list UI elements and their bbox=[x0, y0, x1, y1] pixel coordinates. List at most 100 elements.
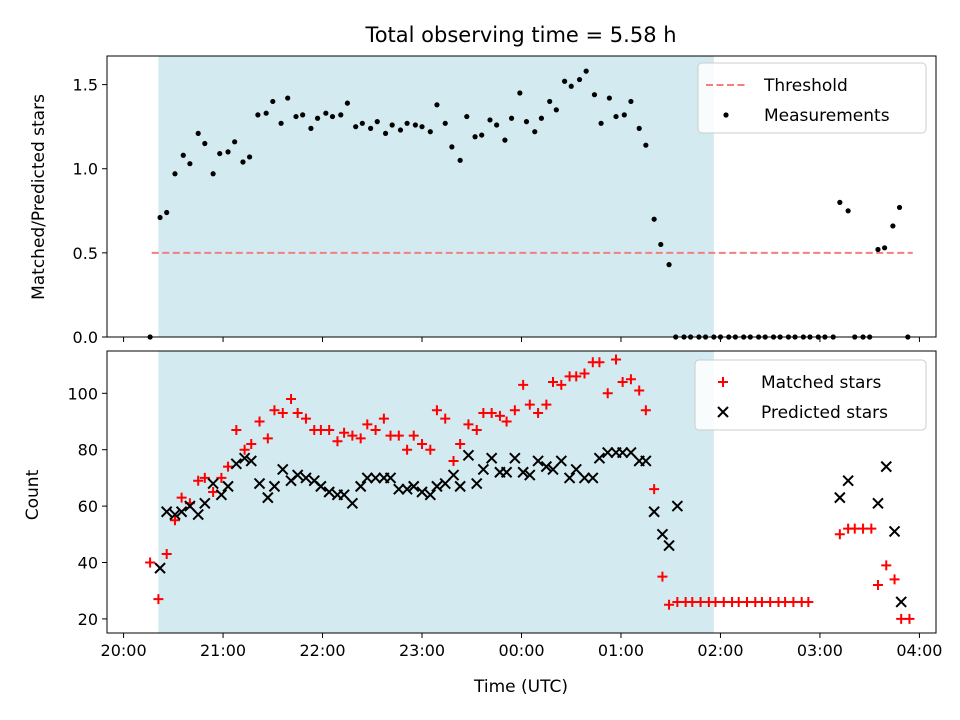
data-point bbox=[477, 463, 490, 476]
data-point bbox=[571, 371, 582, 382]
data-point bbox=[431, 405, 442, 416]
data-point bbox=[671, 500, 684, 512]
data-point bbox=[157, 214, 163, 221]
data-point bbox=[533, 408, 544, 419]
data-point bbox=[217, 150, 223, 157]
data-point bbox=[293, 113, 299, 120]
data-point bbox=[208, 487, 219, 497]
data-point bbox=[501, 416, 512, 427]
data-point bbox=[842, 475, 854, 487]
x-tick-label: 20:00 bbox=[101, 641, 147, 660]
legend-box bbox=[697, 62, 927, 134]
data-point bbox=[547, 463, 559, 476]
data-point bbox=[649, 484, 660, 495]
x-tick-label: 23:00 bbox=[399, 641, 445, 660]
legend-box bbox=[694, 359, 927, 431]
y-tick-label: 0.0 bbox=[73, 328, 98, 347]
count-y-axis-label: Count bbox=[23, 469, 43, 520]
data-point bbox=[253, 477, 266, 490]
y-tick-label: 60 bbox=[78, 497, 98, 516]
data-point bbox=[439, 477, 451, 490]
data-point bbox=[389, 122, 395, 128]
data-point bbox=[240, 159, 246, 165]
data-point bbox=[651, 216, 657, 222]
data-point bbox=[338, 112, 344, 118]
y-tick-label: 1.5 bbox=[73, 76, 98, 95]
data-point bbox=[332, 436, 343, 447]
data-point bbox=[613, 113, 619, 120]
chart-title: Total observing time = 5.58 h bbox=[364, 23, 676, 47]
x-tick-label: 22:00 bbox=[299, 641, 345, 660]
data-point bbox=[263, 110, 269, 116]
data-point bbox=[568, 83, 574, 89]
data-point bbox=[408, 430, 419, 441]
data-point bbox=[269, 405, 280, 416]
data-point bbox=[834, 529, 845, 540]
data-point bbox=[628, 98, 634, 105]
data-point bbox=[355, 433, 366, 444]
data-point bbox=[246, 439, 257, 450]
data-point bbox=[370, 424, 381, 435]
data-point bbox=[425, 444, 436, 455]
data-point bbox=[524, 399, 535, 410]
data-point bbox=[176, 492, 187, 503]
data-point bbox=[657, 571, 668, 582]
data-point bbox=[329, 113, 336, 120]
data-point bbox=[215, 489, 228, 501]
data-point bbox=[223, 461, 234, 472]
data-point bbox=[463, 419, 474, 430]
x-tick-label: 00:00 bbox=[498, 641, 544, 660]
data-point bbox=[347, 430, 358, 441]
data-point bbox=[354, 480, 367, 493]
data-point bbox=[617, 377, 628, 388]
data-point bbox=[300, 413, 311, 424]
data-point bbox=[602, 388, 613, 399]
y-tick-label: 100 bbox=[67, 384, 98, 403]
data-point bbox=[292, 408, 303, 419]
data-point bbox=[199, 472, 210, 483]
data-point bbox=[368, 125, 374, 131]
data-point bbox=[517, 90, 523, 96]
y-tick-label: 0.5 bbox=[73, 244, 98, 263]
data-point bbox=[285, 95, 291, 101]
data-point bbox=[611, 354, 622, 365]
data-point bbox=[583, 68, 589, 74]
data-point bbox=[339, 427, 350, 438]
data-point bbox=[889, 574, 900, 585]
data-point bbox=[643, 142, 649, 148]
data-point bbox=[606, 95, 612, 101]
data-point bbox=[594, 357, 605, 368]
data-point bbox=[625, 374, 636, 385]
data-point bbox=[382, 130, 389, 137]
data-point bbox=[245, 455, 257, 467]
data-point bbox=[455, 439, 466, 450]
data-point bbox=[397, 127, 404, 133]
data-point bbox=[401, 483, 413, 495]
data-point bbox=[888, 525, 901, 538]
x-tick-label: 04:00 bbox=[896, 641, 942, 660]
data-point bbox=[222, 480, 234, 493]
data-point bbox=[462, 449, 475, 462]
data-point bbox=[803, 596, 814, 607]
data-point bbox=[323, 110, 329, 116]
data-point bbox=[207, 477, 219, 490]
data-point bbox=[416, 486, 428, 498]
data-point bbox=[231, 424, 242, 435]
data-point bbox=[471, 424, 482, 435]
data-point bbox=[454, 480, 466, 493]
data-point bbox=[640, 405, 651, 416]
data-point bbox=[448, 455, 459, 466]
x-tick-label: 03:00 bbox=[797, 641, 843, 660]
data-point bbox=[277, 408, 288, 419]
data-point bbox=[246, 154, 253, 160]
data-point bbox=[540, 460, 553, 473]
data-point bbox=[471, 477, 483, 490]
data-point bbox=[286, 393, 297, 404]
data-point bbox=[184, 500, 196, 512]
data-point bbox=[402, 444, 413, 455]
data-point bbox=[896, 204, 903, 211]
data-point bbox=[417, 439, 428, 450]
data-point bbox=[508, 115, 515, 121]
data-point bbox=[509, 452, 521, 464]
data-point bbox=[904, 613, 915, 624]
